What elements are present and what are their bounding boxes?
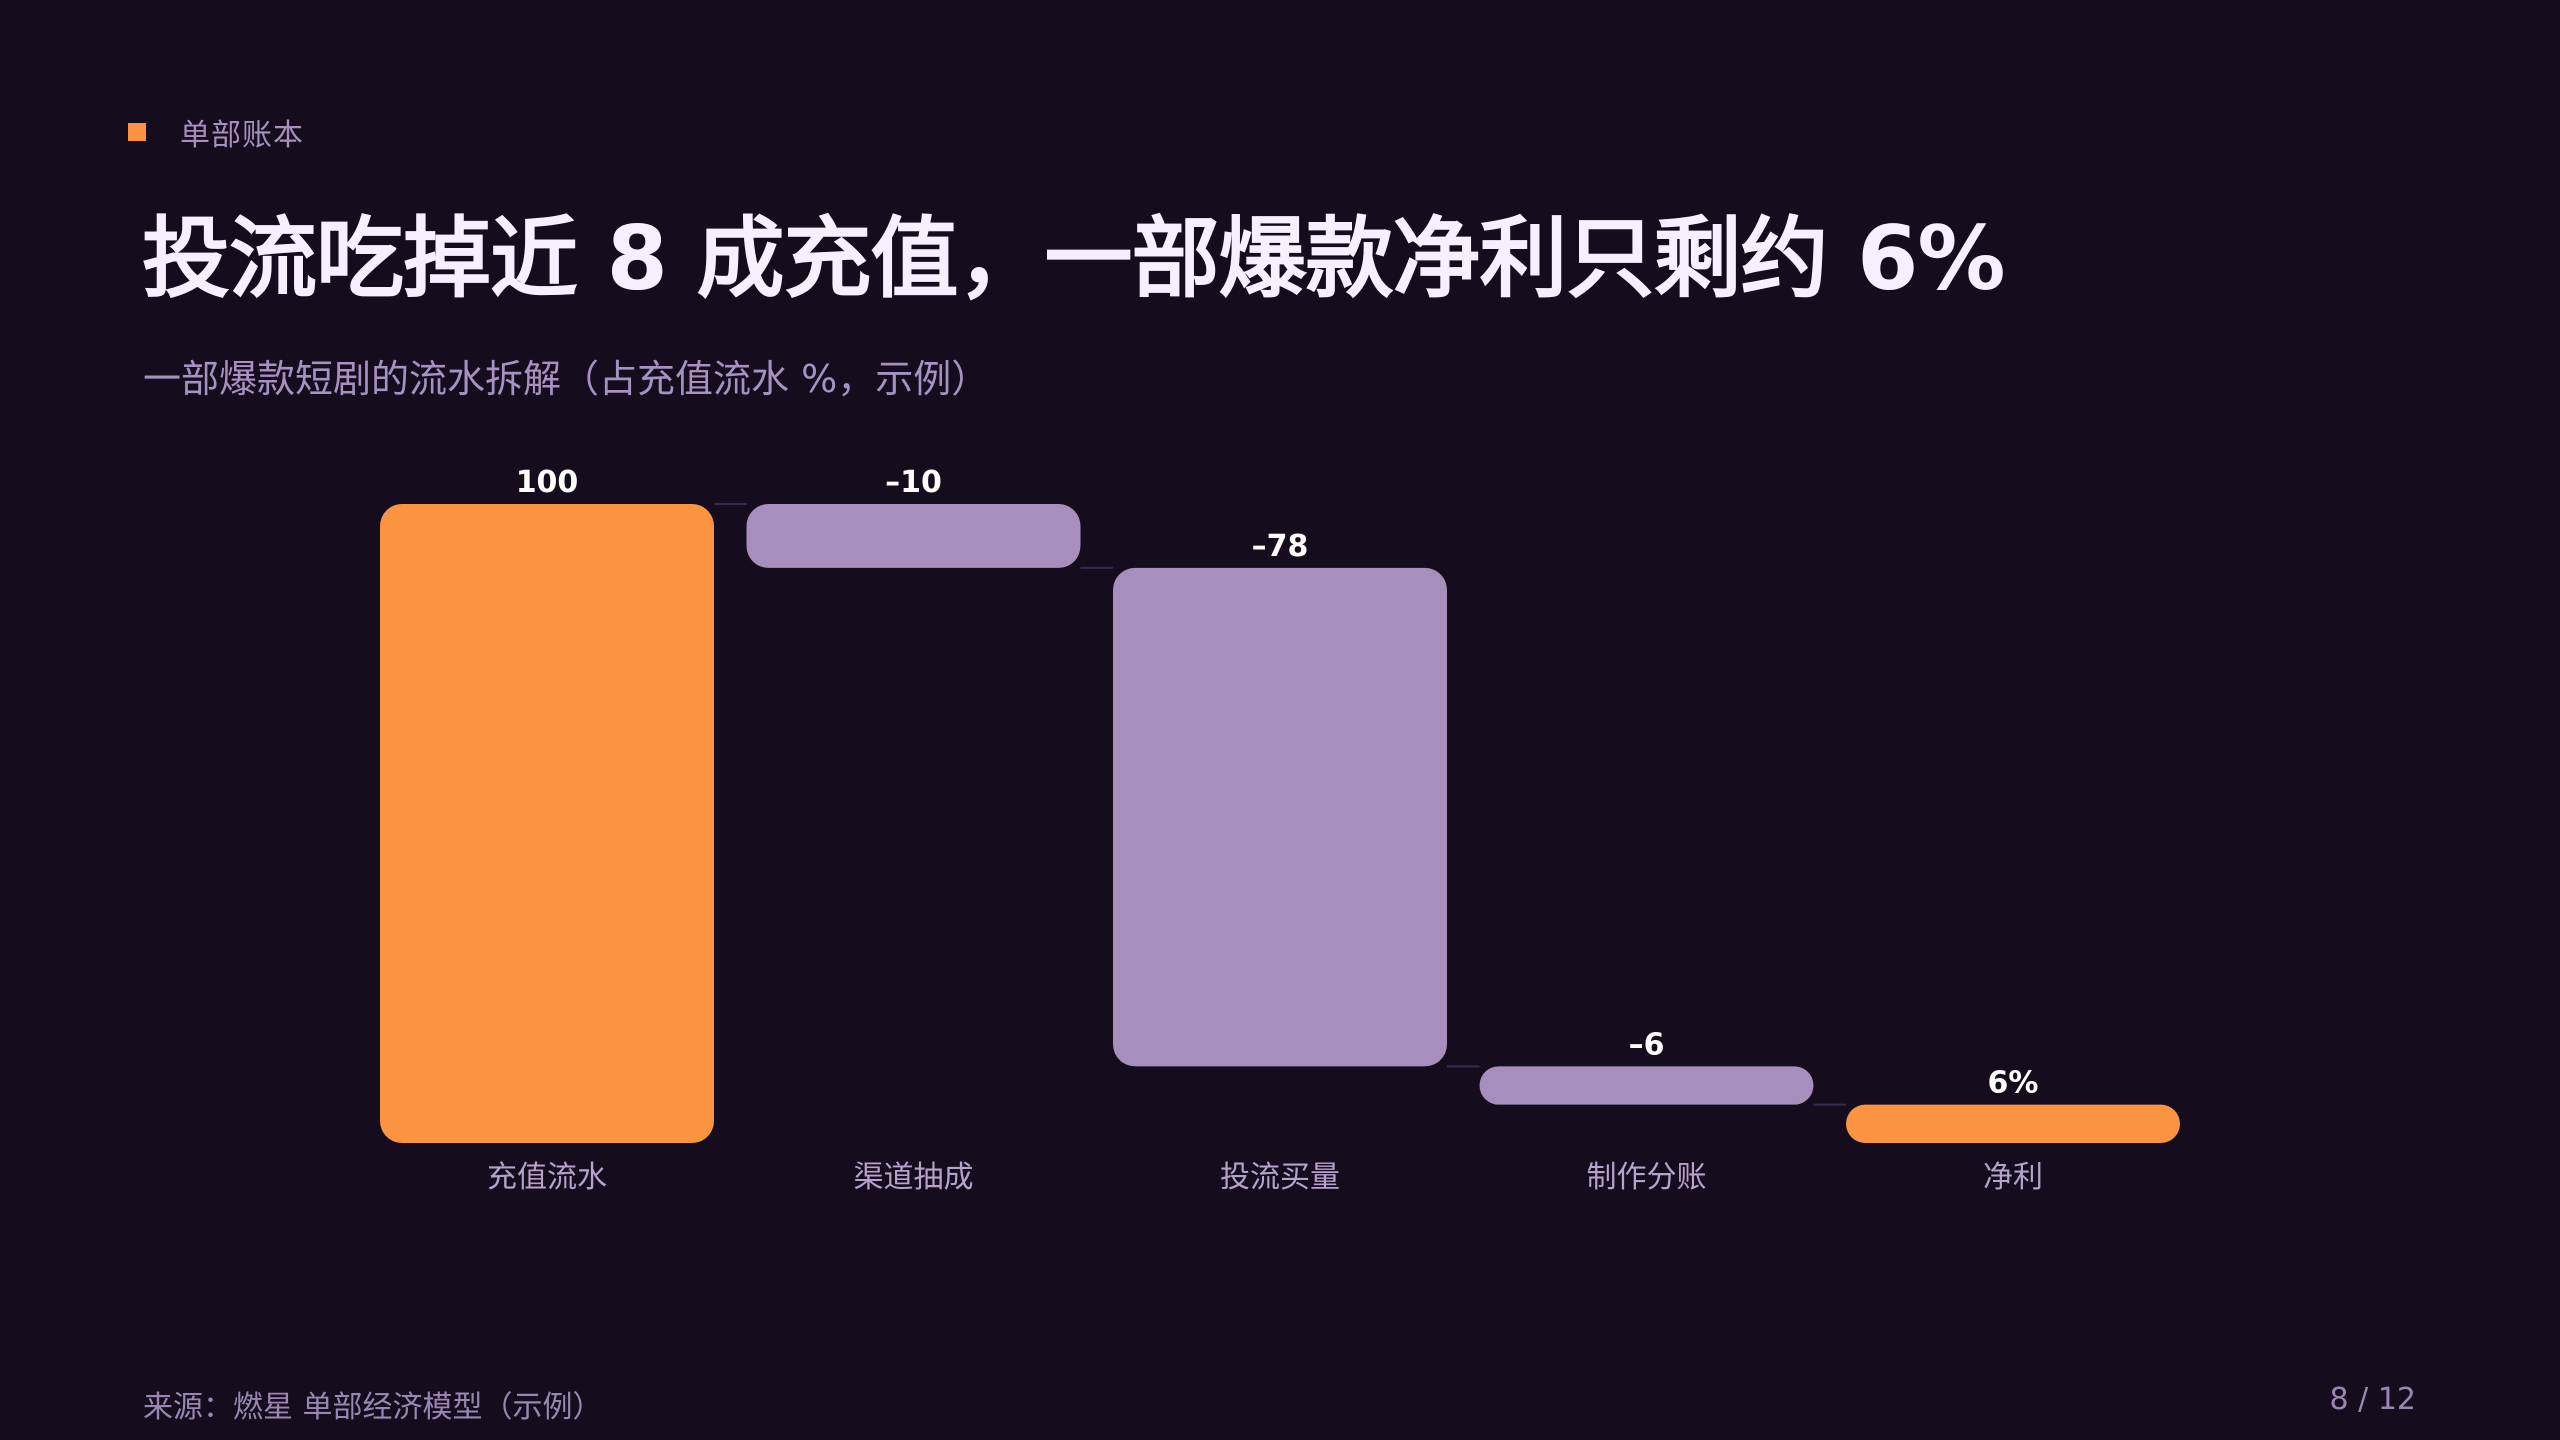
section-eyebrow: 单部账本 — [128, 110, 304, 154]
slide-title: 投流吃掉近 8 成充值，一部爆款净利只剩约 6% — [142, 207, 2006, 310]
bar-3-decrease — [1113, 567, 1447, 1067]
data-label: –10 — [885, 465, 942, 500]
data-label: –6 — [1629, 1027, 1665, 1062]
bar-2-decrease — [746, 504, 1081, 568]
category-label: 渠道抽成 — [854, 1160, 974, 1195]
category-label: 净利 — [1983, 1160, 2043, 1195]
data-label: 6% — [1988, 1066, 2039, 1101]
source-note: 来源：燃星 单部经济模型（示例） — [143, 1390, 603, 1425]
section-label: 单部账本 — [180, 118, 304, 153]
page-number: 8 / 12 — [2329, 1382, 2416, 1417]
bar-4-decrease — [1479, 1066, 1814, 1105]
bar-5-total — [1846, 1104, 2180, 1143]
slide-subtitle: 一部爆款短剧的流水拆解（占充值流水 %，示例） — [143, 357, 990, 401]
section-marker-icon — [128, 123, 146, 141]
data-label: –78 — [1252, 529, 1309, 564]
bar-1-total — [380, 504, 714, 1143]
category-label: 投流买量 — [1220, 1160, 1340, 1195]
category-label: 制作分账 — [1587, 1160, 1707, 1195]
data-label: 100 — [516, 465, 579, 500]
category-label: 充值流水 — [487, 1160, 607, 1195]
